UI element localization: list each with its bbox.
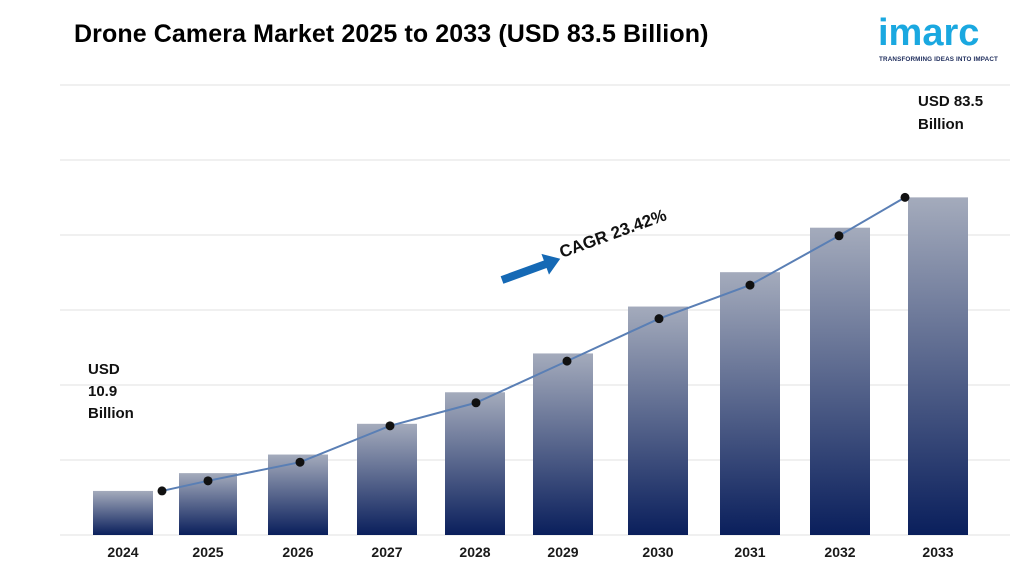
imarc-logo: imarc TRANSFORMING IDEAS INTO IMPACT — [868, 10, 1018, 68]
trend-point-2031 — [745, 280, 755, 290]
bar-2033 — [908, 197, 968, 535]
start-value-label-2: Billion — [88, 405, 134, 422]
cagr-arrow-shape — [500, 253, 561, 284]
x-tick-label-2030: 2030 — [642, 544, 673, 560]
cagr-arrow — [500, 253, 561, 284]
trend-point-2029 — [562, 356, 572, 366]
bar-2029 — [533, 353, 593, 535]
bar-2027 — [357, 423, 417, 535]
trend-polyline — [161, 196, 906, 492]
trend-point-2026 — [295, 457, 305, 467]
cagr-label: CAGR 23.42% — [557, 205, 669, 261]
bars — [93, 197, 968, 535]
bar-2028 — [445, 392, 505, 535]
bar-2032 — [810, 227, 870, 535]
end-value-label-1: Billion — [918, 116, 964, 133]
trend-point-2033 — [900, 192, 910, 202]
start-value-label-1: 10.9 — [88, 383, 117, 400]
x-tick-label-2025: 2025 — [192, 544, 223, 560]
bar-2026 — [268, 454, 328, 535]
trend-line — [157, 192, 910, 496]
end-value-label-0: USD 83.5 — [918, 93, 983, 110]
trend-point-2030 — [654, 314, 664, 324]
x-tick-label-2027: 2027 — [371, 544, 402, 560]
logo-tagline: TRANSFORMING IDEAS INTO IMPACT — [879, 56, 999, 63]
x-tick-label-2029: 2029 — [547, 544, 578, 560]
chart-title: Drone Camera Market 2025 to 2033 (USD 83… — [74, 20, 709, 48]
trend-point-2027 — [385, 421, 395, 431]
x-tick-label-2024: 2024 — [107, 544, 138, 560]
start-value-label-0: USD — [88, 361, 120, 378]
trend-point-2025 — [203, 476, 213, 486]
bar-2030 — [628, 306, 688, 535]
x-tick-label-2032: 2032 — [824, 544, 855, 560]
bar-2024 — [93, 490, 153, 535]
x-tick-label-2028: 2028 — [459, 544, 490, 560]
logo-wordmark: imarc — [878, 12, 980, 54]
trend-point-2032 — [834, 231, 844, 241]
x-tick-label-2033: 2033 — [922, 544, 953, 560]
x-tick-label-2031: 2031 — [734, 544, 765, 560]
bar-2031 — [720, 272, 780, 535]
trend-point-2028 — [471, 398, 481, 408]
x-tick-label-2026: 2026 — [282, 544, 313, 560]
trend-point-2024 — [157, 486, 167, 496]
